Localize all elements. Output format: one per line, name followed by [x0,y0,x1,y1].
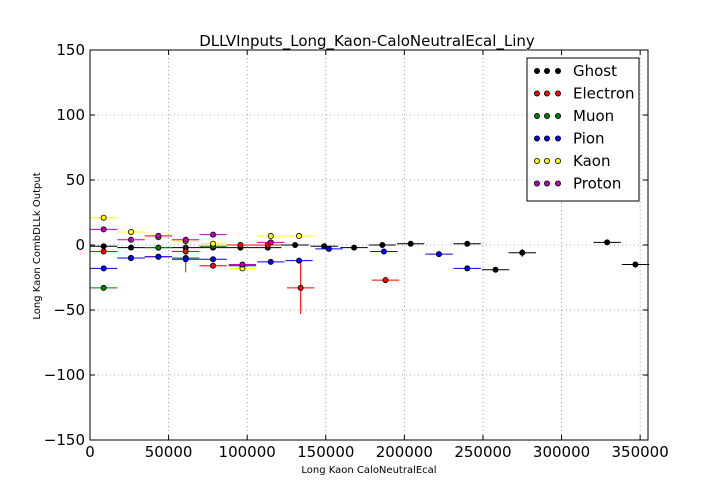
legend-marker-kaon [534,157,541,164]
y-tick-label: 100 [56,106,85,124]
legend-marker-muon [544,113,551,120]
data-point-muon [100,284,107,291]
legend-label-proton: Proton [573,175,621,193]
legend-label-kaon: Kaon [573,152,610,170]
y-tick-label: 150 [56,41,85,59]
legend-marker-ghost [534,68,541,75]
data-point-kaon [100,214,107,221]
legend-box [526,57,640,202]
legend-marker-proton [534,180,541,187]
legend-label-pion: Pion [573,130,605,148]
data-point-pion [128,254,135,261]
legend-marker-electron [544,90,551,97]
data-point-proton [210,231,217,238]
data-point-pion [464,265,471,272]
series-proton [90,226,285,268]
legend: Ghost Electron Muon Pion Kaon Proton [526,57,640,202]
data-point-ghost [292,241,299,248]
legend-marker-pion [534,135,541,142]
data-point-kaon [267,232,274,239]
series-kaon [90,214,313,272]
data-point-proton [182,236,189,243]
axis-ticks: 0 50000 100000 150000 200000 250000 300000 3500… [44,41,669,461]
legend-marker-ghost [544,68,551,75]
data-point-kaon [296,232,303,239]
data-point-kaon [210,240,217,247]
data-point-pion [210,256,217,263]
data-point-pion [325,245,332,252]
series-pion [90,245,481,272]
legend-marker-electron [534,90,541,97]
legend-marker-muon [534,113,541,120]
y-tick-label: 0 [75,236,85,254]
data-point-proton [100,226,107,233]
x-tick-label: 300000 [533,443,590,461]
data-point-ghost [128,244,135,251]
data-point-kaon [128,228,135,235]
legend-marker-muon [555,113,562,120]
legend-marker-kaon [555,157,562,164]
legend-marker-proton [544,180,551,187]
data-point-ghost [464,240,471,247]
legend-marker-electron [555,90,562,97]
data-point-pion [155,253,162,260]
data-point-ghost [604,239,611,246]
legend-marker-kaon [544,157,551,164]
data-point-proton [239,261,246,268]
data-point-pion [380,248,387,255]
data-point-pion [267,258,274,265]
legend-marker-ghost [555,68,562,75]
x-tick-label: 100000 [219,443,276,461]
x-tick-label: 250000 [454,443,511,461]
data-point-electron [382,277,389,284]
legend-marker-pion [544,135,551,142]
legend-label-muon: Muon [573,107,614,125]
x-tick-label: 0 [85,443,95,461]
data-point-muon [155,244,162,251]
plot-area [90,214,650,314]
x-axis-label: Long Kaon CaloNeutralEcal [301,465,436,476]
legend-label-ghost: Ghost [573,62,617,80]
data-point-ghost [519,249,526,256]
data-point-pion [100,265,107,272]
data-point-ghost [407,240,414,247]
data-point-ghost [351,244,358,251]
legend-marker-pion [555,135,562,142]
y-tick-label: −50 [53,301,85,319]
y-tick-label: −150 [44,431,85,449]
data-point-ghost [492,266,499,273]
y-tick-label: −100 [44,366,85,384]
data-point-proton [128,236,135,243]
series-ghost [90,239,650,273]
data-point-ghost [632,261,639,268]
data-point-electron [237,241,244,248]
x-tick-label: 200000 [376,443,433,461]
legend-marker-proton [555,180,562,187]
y-axis-label: Long Kaon CombDLLk Output [32,172,43,319]
data-point-pion [182,256,189,263]
y-tick-label: 50 [66,171,85,189]
data-point-pion [296,257,303,264]
series-electron [90,241,400,314]
data-point-electron [100,248,107,255]
x-tick-label: 50000 [145,443,193,461]
legend-label-electron: Electron [573,85,635,103]
data-point-pion [435,251,442,258]
data-point-electron [297,284,304,291]
x-tick-label: 150000 [297,443,354,461]
data-point-proton [155,232,162,239]
x-tick-label: 350000 [612,443,669,461]
data-point-electron [210,262,217,269]
data-point-ghost [379,241,386,248]
chart-title: DLLVInputs_Long_Kaon-CaloNeutralEcal_Lin… [199,32,535,51]
series-muon [90,243,227,291]
data-point-ghost [100,243,107,250]
data-point-proton [267,239,274,246]
